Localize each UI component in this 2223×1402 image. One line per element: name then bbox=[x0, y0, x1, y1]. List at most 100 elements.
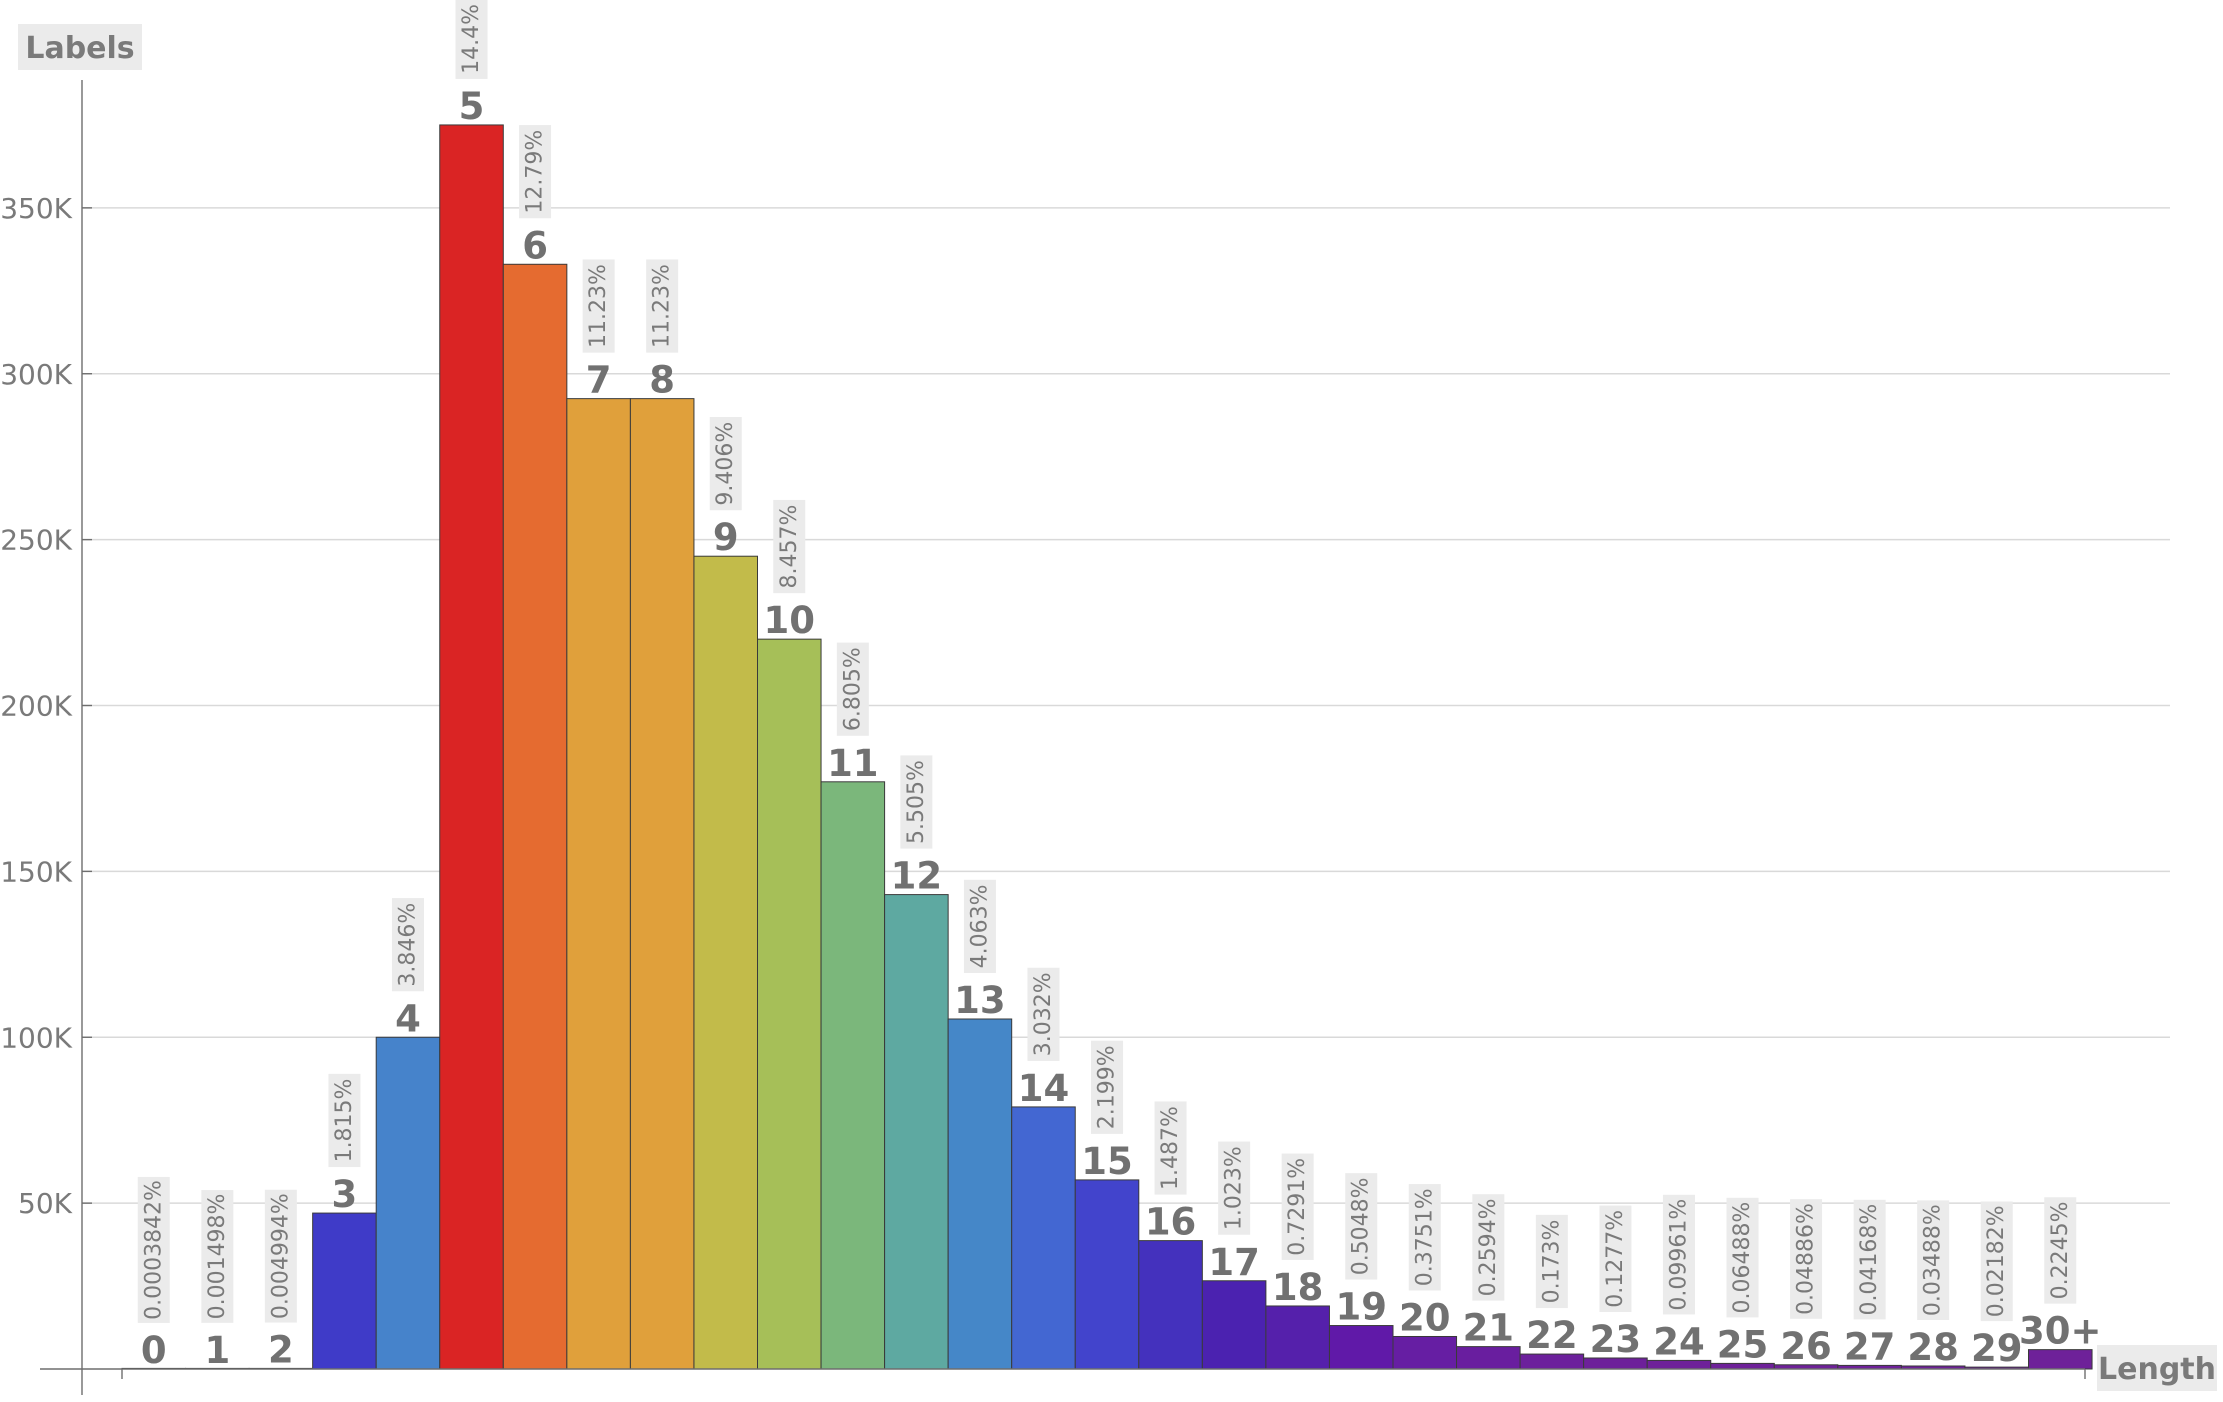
bar-11 bbox=[820, 781, 886, 1370]
y-tick-layer: 50K 100K 150K 200K 250K 300K 350K bbox=[0, 192, 92, 1220]
category-label-26: 26 bbox=[1780, 1325, 1832, 1368]
category-label-15: 15 bbox=[1081, 1140, 1133, 1183]
category-label-30+: 30+ bbox=[2019, 1310, 2102, 1353]
percent-label-background-25 bbox=[1726, 1197, 1759, 1318]
percent-label-14: 3.032% bbox=[1031, 972, 1056, 1056]
category-label-2: 2 bbox=[268, 1329, 294, 1372]
bar-13 bbox=[947, 1018, 1013, 1370]
labels-layer: 0 0.0003842% 1 0.001498% 2 0.004994% 3 1.815% 4 3… bbox=[137, 0, 2102, 1372]
percent-label-background-19 bbox=[1345, 1173, 1378, 1280]
bar-17 bbox=[1201, 1280, 1267, 1370]
percent-label-10: 8.457% bbox=[777, 505, 802, 589]
percent-label-1: 0.001498% bbox=[205, 1194, 230, 1320]
bar-3 bbox=[312, 1212, 377, 1370]
bar-4 bbox=[375, 1036, 441, 1370]
percent-label-background-8 bbox=[646, 259, 679, 353]
category-label-19: 19 bbox=[1335, 1286, 1387, 1329]
percent-label-background-24 bbox=[1662, 1194, 1695, 1315]
category-label-21: 21 bbox=[1463, 1307, 1515, 1350]
y-tick-label-50K: 50K bbox=[18, 1187, 73, 1220]
category-label-13: 13 bbox=[954, 979, 1006, 1022]
percent-label-background-30+ bbox=[2044, 1197, 2077, 1304]
bar-10 bbox=[757, 638, 822, 1370]
percent-label-background-7 bbox=[582, 259, 615, 353]
category-label-20: 20 bbox=[1399, 1296, 1451, 1339]
bar-19 bbox=[1328, 1325, 1394, 1370]
bars-layer bbox=[121, 124, 2093, 1370]
category-label-5: 5 bbox=[459, 85, 485, 128]
percent-label-24: 0.09961% bbox=[1666, 1199, 1691, 1311]
category-label-4: 4 bbox=[395, 997, 421, 1040]
percent-label-background-0 bbox=[137, 1176, 170, 1323]
percent-label-background-3 bbox=[328, 1073, 361, 1168]
bar-18 bbox=[1265, 1305, 1330, 1370]
percent-label-11: 6.805% bbox=[840, 647, 865, 731]
bar-15 bbox=[1074, 1179, 1140, 1370]
category-label-3: 3 bbox=[332, 1173, 358, 1216]
percent-label-background-18 bbox=[1281, 1153, 1314, 1260]
percent-label-background-22 bbox=[1535, 1214, 1568, 1309]
percent-label-background-20 bbox=[1408, 1184, 1441, 1291]
x-axis-title: Length bbox=[2098, 1352, 2216, 1387]
y-tick-label-350K: 350K bbox=[0, 192, 72, 225]
category-label-7: 7 bbox=[586, 359, 612, 402]
percent-label-0: 0.0003842% bbox=[141, 1180, 166, 1320]
y-axis-title-background bbox=[18, 24, 142, 70]
category-label-16: 16 bbox=[1145, 1201, 1197, 1244]
percent-label-8: 11.23% bbox=[650, 264, 675, 348]
y-axis-title: Labels bbox=[25, 31, 134, 66]
axes-layer: 50K 100K 150K 200K 250K 300K 350K Labels Lengt… bbox=[0, 24, 2217, 1395]
bar-7 bbox=[566, 398, 631, 1370]
percent-label-background-9 bbox=[709, 417, 742, 511]
category-label-11: 11 bbox=[827, 742, 879, 785]
y-tick-label-100K: 100K bbox=[0, 1021, 72, 1054]
bar-8 bbox=[629, 398, 695, 1370]
percent-label-25: 0.06488% bbox=[1730, 1202, 1755, 1314]
percent-label-background-13 bbox=[963, 879, 996, 974]
percent-label-background-10 bbox=[773, 499, 806, 594]
percent-label-background-21 bbox=[1472, 1194, 1505, 1301]
category-label-29: 29 bbox=[1971, 1327, 2023, 1370]
percent-label-17: 1.023% bbox=[1222, 1146, 1247, 1230]
y-tick-label-250K: 250K bbox=[0, 524, 72, 557]
category-label-0: 0 bbox=[141, 1329, 167, 1372]
category-label-27: 27 bbox=[1844, 1325, 1896, 1368]
category-label-1: 1 bbox=[204, 1329, 230, 1372]
category-label-17: 17 bbox=[1208, 1241, 1260, 1284]
percent-label-background-2 bbox=[264, 1189, 297, 1323]
percent-label-background-1 bbox=[201, 1190, 234, 1323]
percent-label-background-23 bbox=[1599, 1205, 1632, 1312]
category-label-28: 28 bbox=[1907, 1326, 1959, 1369]
percent-label-background-6 bbox=[519, 125, 552, 219]
percent-label-26: 0.04886% bbox=[1794, 1203, 1819, 1315]
percent-label-23: 0.1277% bbox=[1603, 1210, 1628, 1308]
category-label-14: 14 bbox=[1018, 1067, 1070, 1110]
percent-label-background-5 bbox=[455, 0, 488, 79]
percent-label-background-28 bbox=[1917, 1200, 1950, 1320]
percent-label-2: 0.004994% bbox=[268, 1193, 293, 1319]
percent-label-background-15 bbox=[1091, 1040, 1124, 1134]
bar-12 bbox=[884, 894, 949, 1370]
percent-label-6: 12.79% bbox=[523, 130, 548, 214]
y-tick-label-200K: 200K bbox=[0, 690, 72, 723]
bar-16 bbox=[1138, 1240, 1203, 1370]
bar-9 bbox=[693, 555, 759, 1370]
percent-label-background-11 bbox=[836, 642, 869, 736]
category-label-24: 24 bbox=[1653, 1320, 1705, 1363]
category-label-9: 9 bbox=[713, 516, 739, 559]
percent-label-background-4 bbox=[391, 898, 424, 992]
category-label-23: 23 bbox=[1590, 1318, 1642, 1361]
percent-label-background-12 bbox=[900, 755, 933, 849]
percent-label-12: 5.505% bbox=[904, 760, 929, 844]
percent-label-20: 0.3751% bbox=[1412, 1188, 1437, 1286]
percent-label-background-17 bbox=[1218, 1141, 1251, 1235]
percent-label-4: 3.846% bbox=[395, 903, 420, 987]
percent-label-28: 0.03488% bbox=[1921, 1204, 1946, 1316]
y-tick-label-150K: 150K bbox=[0, 855, 72, 888]
bar-6 bbox=[502, 263, 568, 1370]
category-label-25: 25 bbox=[1717, 1323, 1769, 1366]
percent-label-3: 1.815% bbox=[332, 1079, 357, 1163]
percent-label-15: 2.199% bbox=[1095, 1045, 1120, 1129]
